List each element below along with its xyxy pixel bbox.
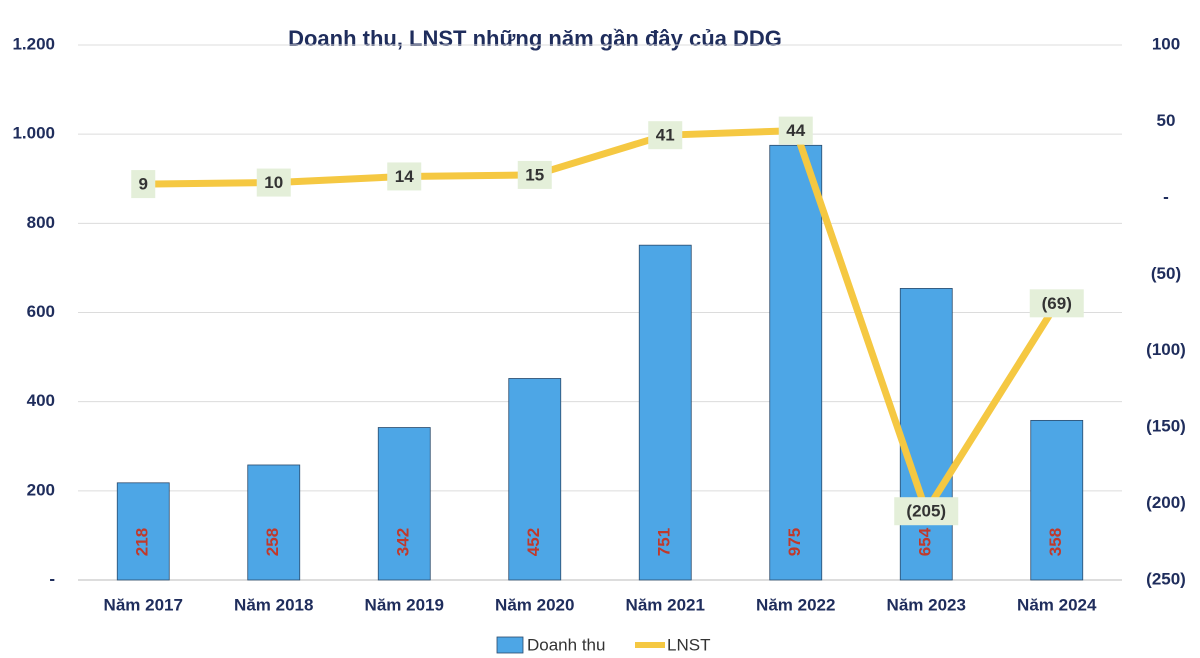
- bar-value-label: 342: [394, 528, 413, 556]
- y2-tick-label: (150): [1146, 417, 1186, 436]
- value-label-box: [256, 168, 291, 197]
- y2-tick-label: 50: [1157, 111, 1176, 130]
- x-tick-label: Năm 2020: [495, 595, 574, 614]
- value-label-box: [778, 116, 813, 145]
- y-tick-label: 1.000: [12, 124, 55, 143]
- value-label-box: [648, 121, 683, 150]
- y2-tick-label: (50): [1151, 264, 1181, 283]
- y-tick-label: -: [49, 569, 55, 588]
- legend-label: Doanh thu: [527, 635, 605, 654]
- x-tick-label: Năm 2019: [365, 595, 444, 614]
- bar: [638, 244, 692, 581]
- line-value-label: (205): [906, 502, 946, 521]
- bar-value-label: 358: [1046, 528, 1065, 556]
- y-tick-label: 800: [27, 213, 55, 232]
- bar: [116, 482, 170, 581]
- bar: [769, 144, 823, 581]
- bar: [247, 464, 301, 581]
- bar-value-label: 975: [785, 528, 804, 556]
- x-tick-label: Năm 2017: [104, 595, 183, 614]
- y2-tick-label: (200): [1146, 493, 1186, 512]
- y2-tick-label: (100): [1146, 340, 1186, 359]
- x-tick-label: Năm 2022: [756, 595, 835, 614]
- legend-swatch: [496, 636, 524, 654]
- line-value-label: 10: [264, 173, 283, 192]
- bar: [377, 427, 431, 581]
- bar: [508, 378, 562, 581]
- bar-value-label: 751: [655, 528, 674, 556]
- x-tick-label: Năm 2018: [234, 595, 313, 614]
- line-value-label: 15: [525, 165, 544, 184]
- value-label-box: [131, 170, 156, 199]
- line-value-label: 9: [139, 175, 148, 194]
- y2-tick-label: -: [1163, 187, 1169, 206]
- y-tick-label: 200: [27, 480, 55, 499]
- y2-tick-label: 100: [1152, 34, 1180, 53]
- value-label-box: [517, 160, 552, 189]
- line-value-label: (69): [1042, 294, 1072, 313]
- line-value-label: 41: [656, 126, 675, 145]
- x-tick-label: Năm 2023: [887, 595, 966, 614]
- value-label-box: [387, 162, 422, 191]
- value-label-box: [1029, 289, 1084, 318]
- y-tick-label: 400: [27, 391, 55, 410]
- chart-title: Doanh thu, LNST những năm gần đây của DD…: [288, 26, 782, 51]
- line-value-label: 44: [786, 121, 805, 140]
- x-tick-label: Năm 2021: [626, 595, 705, 614]
- bar-value-label: 452: [524, 528, 543, 556]
- bar-value-label: 654: [916, 527, 935, 556]
- y-tick-label: 600: [27, 302, 55, 321]
- y-tick-label: 1.200: [12, 34, 55, 53]
- bar-value-label: 218: [133, 528, 152, 556]
- x-tick-label: Năm 2024: [1017, 595, 1097, 614]
- y2-tick-label: (250): [1146, 569, 1186, 588]
- line: [143, 127, 1060, 515]
- bar-value-label: 258: [263, 528, 282, 556]
- value-label-box: [894, 497, 959, 526]
- line-value-label: 14: [395, 167, 414, 186]
- bar: [1030, 419, 1084, 581]
- legend-label: LNST: [667, 635, 710, 654]
